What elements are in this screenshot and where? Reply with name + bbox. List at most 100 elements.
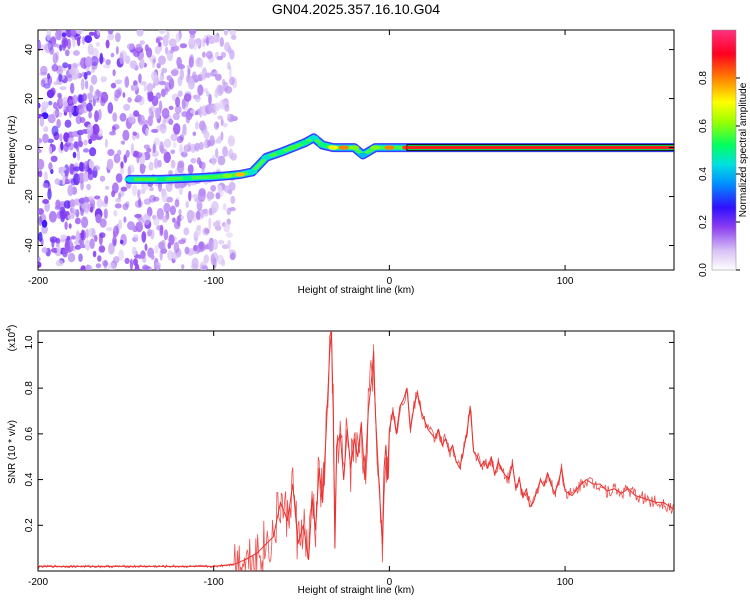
noise-blob bbox=[174, 199, 180, 208]
noise-blob bbox=[147, 228, 153, 237]
noise-blob bbox=[76, 149, 81, 161]
noise-blob bbox=[230, 115, 238, 122]
spectrogram-noise-blobs bbox=[38, 30, 238, 270]
noise-blob bbox=[63, 108, 69, 113]
noise-blob bbox=[73, 166, 81, 172]
noise-blob bbox=[190, 157, 197, 164]
noise-blob bbox=[229, 207, 236, 212]
noise-blob bbox=[90, 74, 98, 85]
noise-blob bbox=[62, 247, 68, 258]
noise-blob bbox=[170, 69, 179, 77]
noise-blob bbox=[38, 149, 42, 153]
noise-blob bbox=[113, 256, 120, 264]
noise-blob bbox=[123, 216, 127, 223]
noise-blob bbox=[196, 157, 201, 165]
noise-blob bbox=[65, 30, 73, 38]
noise-blob bbox=[38, 138, 43, 144]
noise-blob bbox=[154, 137, 160, 146]
noise-blob bbox=[168, 38, 177, 47]
noise-blob bbox=[168, 234, 175, 246]
noise-blob bbox=[38, 261, 42, 268]
noise-blob bbox=[202, 208, 208, 215]
noise-blob bbox=[75, 115, 82, 125]
noise-blob bbox=[67, 184, 74, 197]
noise-blob bbox=[215, 148, 219, 158]
noise-blob bbox=[185, 201, 189, 208]
spectrogram-x-tick-label: -200 bbox=[28, 276, 48, 287]
snr-series bbox=[38, 331, 674, 571]
noise-blob bbox=[212, 207, 217, 214]
noise-blob bbox=[136, 30, 144, 37]
noise-blob bbox=[187, 164, 194, 175]
ridge-point bbox=[275, 150, 286, 155]
noise-blob bbox=[105, 59, 111, 66]
noise-blob bbox=[47, 183, 52, 194]
noise-blob bbox=[78, 108, 85, 114]
noise-blob bbox=[70, 235, 76, 240]
noise-blob bbox=[100, 91, 109, 103]
noise-blob bbox=[140, 58, 145, 69]
noise-blob bbox=[42, 133, 49, 144]
noise-blob bbox=[146, 82, 153, 93]
noise-blob bbox=[197, 84, 204, 96]
ridge-point bbox=[308, 135, 319, 140]
ridge-point bbox=[384, 145, 395, 150]
noise-blob bbox=[48, 211, 57, 223]
noise-blob bbox=[92, 165, 101, 171]
noise-blob bbox=[163, 229, 169, 241]
spectrogram-ridge bbox=[124, 133, 674, 184]
noise-blob bbox=[52, 110, 60, 116]
noise-blob bbox=[60, 234, 68, 240]
ridge-point bbox=[370, 145, 381, 150]
noise-blob bbox=[89, 206, 94, 213]
noise-blob bbox=[83, 196, 90, 203]
noise-blob bbox=[107, 149, 115, 156]
noise-blob bbox=[197, 190, 206, 202]
snr-y-tick-label: 0.8 bbox=[24, 381, 35, 395]
noise-blob bbox=[179, 43, 188, 49]
noise-blob bbox=[172, 217, 176, 223]
noise-blob bbox=[122, 92, 126, 98]
noise-blob bbox=[138, 255, 143, 260]
noise-blob bbox=[172, 142, 177, 148]
noise-blob bbox=[211, 154, 217, 166]
noise-blob bbox=[133, 110, 140, 117]
noise-blob bbox=[59, 44, 63, 52]
noise-blob bbox=[230, 152, 238, 161]
noise-blob bbox=[83, 160, 88, 170]
noise-blob bbox=[173, 123, 181, 135]
ridge-point bbox=[287, 145, 298, 150]
noise-blob bbox=[177, 90, 183, 97]
noise-blob bbox=[228, 249, 233, 255]
noise-blob bbox=[92, 250, 97, 258]
noise-blob bbox=[227, 135, 235, 147]
noise-blob bbox=[108, 262, 116, 270]
colorbar-tick-label: 0.0 bbox=[698, 263, 709, 277]
noise-blob bbox=[113, 210, 118, 217]
noise-blob bbox=[137, 189, 141, 199]
noise-blob bbox=[59, 209, 67, 220]
noise-blob bbox=[38, 102, 41, 109]
noise-blob bbox=[43, 83, 51, 89]
noise-blob bbox=[194, 38, 202, 44]
noise-blob bbox=[228, 67, 232, 78]
noise-blob bbox=[67, 63, 72, 70]
noise-blob bbox=[230, 34, 237, 40]
snr-y-tick-label: 0.2 bbox=[24, 518, 35, 532]
noise-blob bbox=[88, 195, 95, 201]
noise-blob bbox=[222, 203, 227, 211]
noise-blob bbox=[92, 95, 99, 100]
noise-blob bbox=[68, 223, 72, 229]
noise-blob bbox=[152, 196, 160, 202]
noise-blob bbox=[135, 43, 143, 52]
noise-blob bbox=[119, 166, 125, 175]
noise-blob bbox=[84, 35, 93, 44]
noise-blob bbox=[184, 246, 190, 255]
noise-blob bbox=[174, 105, 182, 115]
noise-blob bbox=[153, 217, 160, 226]
noise-blob bbox=[135, 94, 143, 103]
noise-blob bbox=[72, 94, 78, 105]
colorbar-tick-label: 0.6 bbox=[698, 119, 709, 133]
noise-blob bbox=[84, 80, 89, 90]
